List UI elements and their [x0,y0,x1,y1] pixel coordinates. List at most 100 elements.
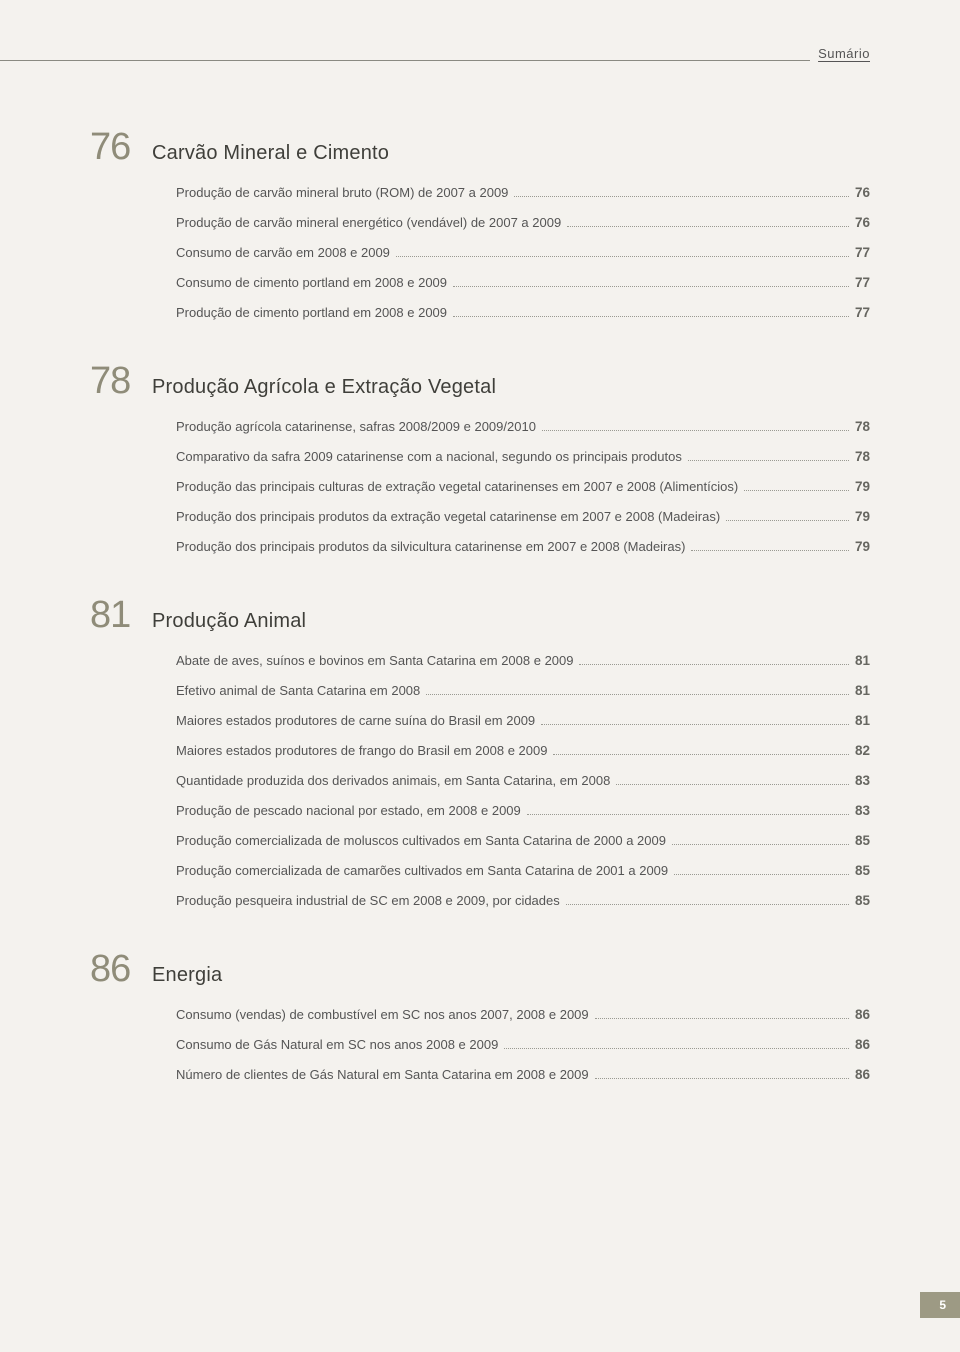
toc-entry-leader [542,430,849,431]
toc-entry-leader [688,460,849,461]
toc-entry-label: Consumo de Gás Natural em SC nos anos 20… [176,1037,498,1052]
toc-entry-leader [553,754,849,755]
toc-entry-leader [541,724,849,725]
section-number: 76 [90,126,152,169]
section-title: Produção Animal [152,610,306,633]
toc-entry: Consumo (vendas) de combustível em SC no… [176,1007,870,1022]
toc-entry-leader [616,784,849,785]
section-number: 78 [90,360,152,403]
toc-entry: Produção de pescado nacional por estado,… [176,803,870,818]
toc-entry: Produção agrícola catarinense, safras 20… [176,419,870,434]
toc-entry-page: 85 [855,893,870,908]
toc-entry-label: Produção das principais culturas de extr… [176,479,738,494]
toc-entry-label: Produção de carvão mineral bruto (ROM) d… [176,185,508,200]
toc-entry-leader [514,196,849,197]
toc-entry: Produção dos principais produtos da silv… [176,539,870,554]
toc-entry-page: 81 [855,713,870,728]
toc-entry: Produção comercializada de moluscos cult… [176,833,870,848]
toc-entry: Produção de carvão mineral energético (v… [176,215,870,230]
section-title: Produção Agrícola e Extração Vegetal [152,376,496,399]
toc-entry-page: 86 [855,1067,870,1082]
toc-section: 81Produção AnimalAbate de aves, suínos e… [90,594,870,908]
toc-entry-leader [567,226,849,227]
toc-entry-leader [726,520,849,521]
toc-entry: Consumo de cimento portland em 2008 e 20… [176,275,870,290]
toc-entry-label: Número de clientes de Gás Natural em San… [176,1067,589,1082]
toc-entry-page: 85 [855,833,870,848]
toc-section: 86EnergiaConsumo (vendas) de combustível… [90,948,870,1082]
toc-entry-leader [527,814,849,815]
toc-sections: 76Carvão Mineral e CimentoProdução de ca… [90,126,870,1082]
toc-entry-label: Maiores estados produtores de carne suín… [176,713,535,728]
toc-entry-label: Efetivo animal de Santa Catarina em 2008 [176,683,420,698]
toc-entry: Consumo de Gás Natural em SC nos anos 20… [176,1037,870,1052]
toc-page: Sumário 76Carvão Mineral e CimentoProduç… [0,0,960,1082]
toc-entry: Quantidade produzida dos derivados anima… [176,773,870,788]
page-header: Sumário [90,50,870,78]
section-title: Energia [152,964,222,987]
toc-entry-page: 83 [855,803,870,818]
toc-entry: Produção pesqueira industrial de SC em 2… [176,893,870,908]
page-number: 5 [939,1298,946,1312]
toc-entry-leader [595,1078,849,1079]
toc-entry: Produção comercializada de camarões cult… [176,863,870,878]
toc-entry-page: 77 [855,305,870,320]
toc-entry-page: 82 [855,743,870,758]
toc-entry: Produção de carvão mineral bruto (ROM) d… [176,185,870,200]
section-header: 81Produção Animal [90,594,870,637]
toc-entry-label: Produção dos principais produtos da extr… [176,509,720,524]
toc-entry-page: 83 [855,773,870,788]
section-number: 86 [90,948,152,991]
header-title: Sumário [810,46,870,61]
toc-entry: Maiores estados produtores de frango do … [176,743,870,758]
toc-entry-label: Consumo (vendas) de combustível em SC no… [176,1007,589,1022]
toc-entry-page: 86 [855,1007,870,1022]
toc-entry-label: Produção comercializada de moluscos cult… [176,833,666,848]
toc-entry-page: 81 [855,653,870,668]
toc-entry-page: 77 [855,245,870,260]
section-entries: Produção agrícola catarinense, safras 20… [90,419,870,554]
toc-entry-page: 78 [855,419,870,434]
section-entries: Produção de carvão mineral bruto (ROM) d… [90,185,870,320]
section-title: Carvão Mineral e Cimento [152,142,389,165]
toc-entry-label: Consumo de cimento portland em 2008 e 20… [176,275,447,290]
toc-section: 78Produção Agrícola e Extração VegetalPr… [90,360,870,554]
toc-entry-page: 77 [855,275,870,290]
toc-entry: Comparativo da safra 2009 catarinense co… [176,449,870,464]
toc-entry-label: Consumo de carvão em 2008 e 2009 [176,245,390,260]
toc-entry-label: Produção de carvão mineral energético (v… [176,215,561,230]
toc-entry-page: 76 [855,185,870,200]
toc-entry: Produção das principais culturas de extr… [176,479,870,494]
toc-entry-leader [566,904,849,905]
section-entries: Abate de aves, suínos e bovinos em Santa… [90,653,870,908]
toc-entry-leader [672,844,849,845]
section-header: 78Produção Agrícola e Extração Vegetal [90,360,870,403]
section-header: 76Carvão Mineral e Cimento [90,126,870,169]
toc-entry: Abate de aves, suínos e bovinos em Santa… [176,653,870,668]
toc-entry-leader [744,490,849,491]
toc-entry: Produção de cimento portland em 2008 e 2… [176,305,870,320]
toc-entry-label: Produção agrícola catarinense, safras 20… [176,419,536,434]
toc-entry-page: 81 [855,683,870,698]
toc-entry: Número de clientes de Gás Natural em San… [176,1067,870,1082]
toc-entry-label: Quantidade produzida dos derivados anima… [176,773,610,788]
toc-section: 76Carvão Mineral e CimentoProdução de ca… [90,126,870,320]
toc-entry: Produção dos principais produtos da extr… [176,509,870,524]
toc-entry-leader [504,1048,849,1049]
toc-entry-leader [426,694,849,695]
toc-entry-leader [453,316,849,317]
toc-entry: Maiores estados produtores de carne suín… [176,713,870,728]
toc-entry-page: 76 [855,215,870,230]
toc-entry-leader [579,664,848,665]
toc-entry-leader [453,286,849,287]
toc-entry-label: Produção dos principais produtos da silv… [176,539,685,554]
toc-entry: Consumo de carvão em 2008 e 2009 77 [176,245,870,260]
section-header: 86Energia [90,948,870,991]
toc-entry-label: Comparativo da safra 2009 catarinense co… [176,449,682,464]
section-number: 81 [90,594,152,637]
header-rule [0,60,870,61]
toc-entry-label: Abate de aves, suínos e bovinos em Santa… [176,653,573,668]
page-number-badge: 5 [920,1292,960,1318]
section-entries: Consumo (vendas) de combustível em SC no… [90,1007,870,1082]
toc-entry-leader [691,550,849,551]
